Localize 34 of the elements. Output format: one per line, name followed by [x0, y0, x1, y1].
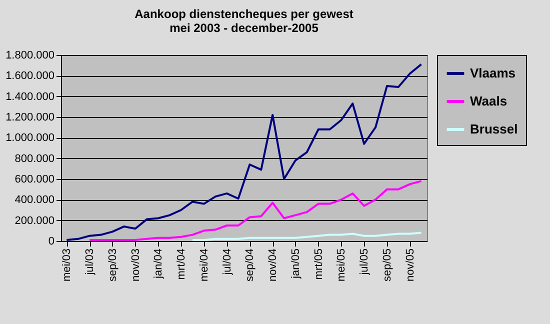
x-tick-label: mei/04 — [198, 248, 210, 282]
legend-label: Waals — [470, 94, 508, 108]
x-tick-label: mrt/05 — [312, 248, 325, 280]
x-tick-label: nov/05 — [404, 248, 416, 282]
x-tick-label: jan/05 — [290, 248, 302, 280]
line-series — [66, 63, 422, 241]
x-tick-label: sep/03 — [106, 248, 119, 282]
x-tick-label: mei/05 — [336, 248, 348, 282]
legend-label: Vlaams — [470, 66, 516, 80]
line-series — [192, 232, 422, 241]
y-tick-label: 200.000 — [14, 214, 54, 227]
x-tick-label: jul/03 — [84, 248, 96, 276]
chart-subtitle: mei 2003 - december-2005 — [170, 21, 319, 35]
y-tick-label: 600.000 — [14, 174, 54, 186]
x-tick-label: jul/05 — [358, 248, 371, 276]
y-tick-label: 0 — [48, 236, 54, 248]
x-tick-label: sep/05 — [381, 248, 394, 282]
x-tick-label: jan/04 — [152, 248, 165, 280]
line-series — [88, 180, 422, 241]
x-tick-label: mrt/04 — [176, 248, 188, 280]
x-tick-label: jul/04 — [221, 248, 234, 276]
chart-title: Aankoop dienstencheques per gewest — [134, 7, 354, 21]
y-tick-label: 1.400.000 — [6, 90, 54, 103]
y-tick-label: 400.000 — [14, 194, 54, 206]
x-tick-label: mei/03 — [61, 248, 74, 282]
y-tick-label: 1.800.000 — [6, 50, 54, 62]
y-tick-label: 800.000 — [14, 152, 54, 165]
y-tick-label: 1.200.000 — [6, 112, 54, 124]
x-tick-label: nov/03 — [130, 248, 142, 282]
x-tick-label: nov/04 — [267, 248, 280, 282]
x-tick-label: sep/04 — [244, 248, 256, 282]
y-tick-label: 1.000.000 — [6, 132, 54, 144]
y-tick-label: 1.600.000 — [6, 70, 54, 82]
legend-label: Brussel — [470, 122, 518, 136]
